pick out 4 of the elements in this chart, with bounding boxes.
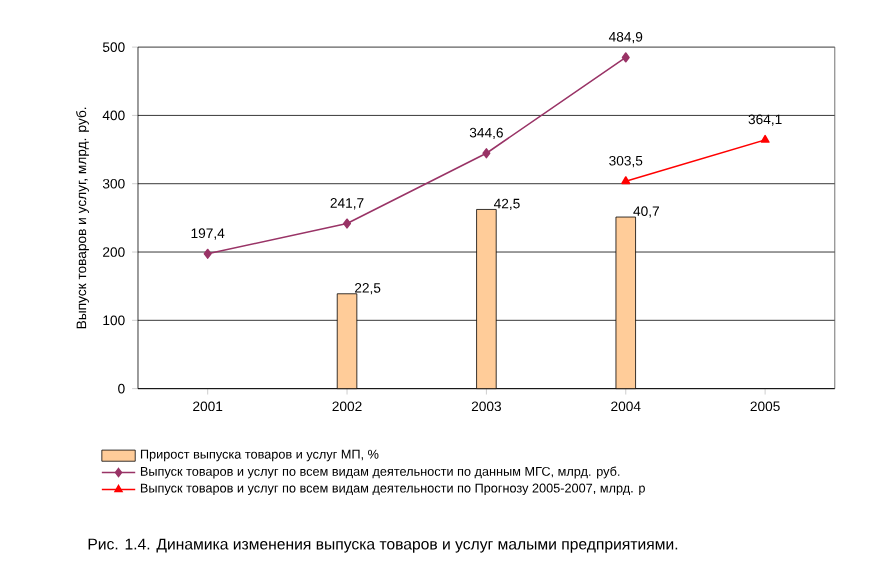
point <box>621 52 630 63</box>
point <box>482 148 491 159</box>
point <box>203 249 212 260</box>
point <box>343 218 352 230</box>
